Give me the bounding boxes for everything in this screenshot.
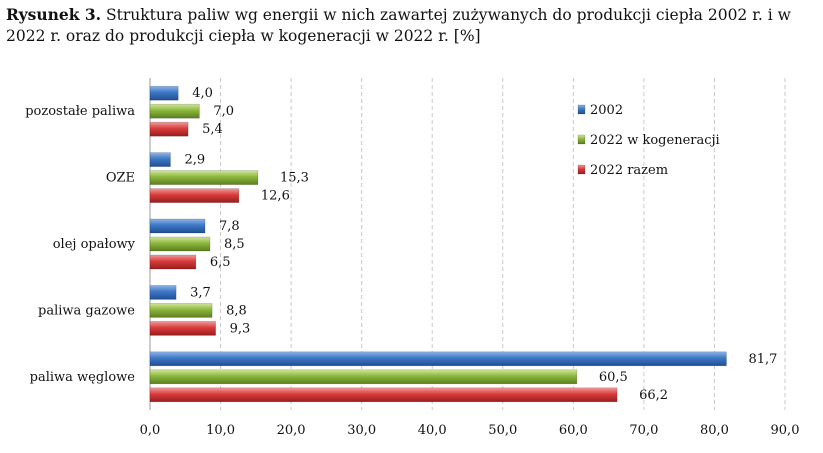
data-label: 15,3 [280, 171, 309, 186]
bar [149, 303, 213, 318]
data-label: 8,8 [226, 303, 247, 318]
category-label: OZE [106, 171, 135, 186]
data-label: 5,4 [202, 122, 223, 137]
x-tick-label: 20,0 [277, 423, 306, 438]
bars: 4,07,0 5,4 2,9 15,3 12,6 7,8 8,5 6,5 3,7 8,8 9,3 81… [149, 85, 777, 403]
data-label: 3,7 [190, 285, 211, 300]
bar [149, 170, 259, 185]
category-label: paliwa gazowe [38, 303, 135, 318]
bar [149, 321, 216, 336]
x-tick-label: 60,0 [559, 423, 588, 438]
legend-label: 2022 w kogeneracji [590, 133, 720, 148]
x-tick-label: 0,0 [140, 423, 161, 438]
legend: 2002 2022 w kogeneracji 2022 razem [577, 103, 720, 178]
category-label: paliwa węglowe [30, 370, 136, 385]
data-label: 4,0 [192, 86, 213, 101]
data-label: 9,3 [230, 321, 251, 336]
data-label: 12,6 [261, 189, 290, 204]
chart-title: Rysunek 3. Struktura paliw wg energii w … [6, 4, 818, 47]
legend-swatch [577, 134, 586, 145]
data-label: 7,0 [213, 104, 234, 119]
x-tick-label: 50,0 [488, 423, 517, 438]
bar [149, 218, 206, 234]
x-tick-label: 40,0 [418, 423, 447, 438]
figure-label: Rysunek 3. [6, 5, 102, 24]
data-label: 7,8 [219, 219, 240, 234]
bar [149, 387, 618, 403]
data-label: 81,7 [748, 352, 777, 367]
bar [149, 152, 171, 167]
x-tick-label: 30,0 [347, 423, 376, 438]
legend-swatch [577, 164, 586, 175]
data-label: 60,5 [599, 370, 628, 385]
data-label: 8,5 [224, 237, 245, 252]
data-label: 2,9 [184, 153, 205, 168]
bar [149, 236, 211, 252]
x-tick-label: 10,0 [206, 423, 235, 438]
legend-label: 2002 [590, 103, 623, 118]
x-tick-labels: 0,0 10,0 20,0 30,0 40,0 50,0 60,0 70,0 80,0 90,0 [140, 423, 800, 438]
legend-swatch [577, 104, 586, 115]
data-label: 6,5 [210, 255, 231, 270]
bar [149, 103, 200, 119]
data-label: 66,2 [639, 388, 668, 403]
bar [149, 254, 197, 270]
bar [149, 188, 240, 203]
bar [149, 121, 189, 137]
category-label: olej opałowy [53, 237, 136, 252]
x-tick-label: 90,0 [771, 423, 800, 438]
bar [149, 85, 179, 101]
legend-label: 2022 razem [590, 163, 668, 178]
bar [149, 369, 578, 385]
category-label: pozostałe paliwa [25, 104, 135, 119]
x-tick-label: 70,0 [629, 423, 658, 438]
bar [149, 351, 727, 367]
x-tick-label: 80,0 [700, 423, 729, 438]
figure-caption: Struktura paliw wg energii w nich zawart… [6, 6, 791, 45]
bar [149, 285, 177, 300]
category-labels: pozostałe paliwa OZE olej opałowy paliwa ga… [25, 104, 135, 385]
